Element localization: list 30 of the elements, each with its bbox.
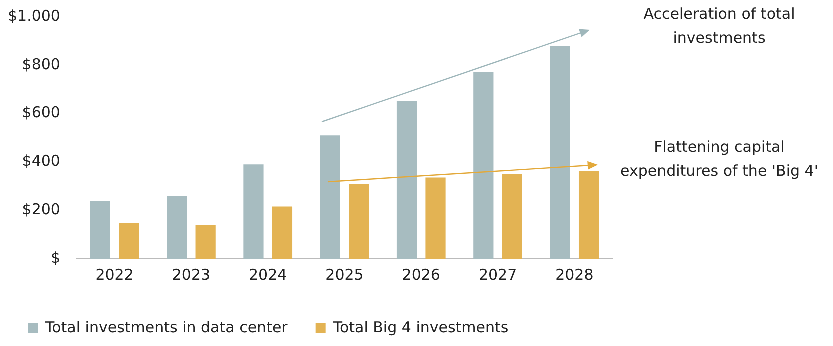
bar	[90, 201, 110, 259]
y-tick-label: $1.000	[8, 6, 60, 25]
x-tick-label: 2026	[402, 266, 440, 284]
bar	[396, 101, 418, 259]
bar	[167, 196, 188, 259]
bar	[320, 136, 340, 259]
bar	[502, 174, 522, 259]
bar	[119, 223, 140, 259]
legend-label: Total Big 4 investments	[332, 318, 509, 336]
y-tick-label: $400	[22, 152, 60, 170]
bar	[550, 46, 570, 259]
text: Flattening capital expenditures of the 'Big 4'	[620, 137, 820, 182]
bar	[272, 206, 293, 259]
x-tick-label: 2028	[556, 266, 594, 284]
x-tick-label: 2024	[249, 266, 288, 284]
y-tick-label: $	[50, 248, 60, 267]
bar	[244, 164, 264, 259]
bar	[426, 178, 446, 259]
x-tick-label: 2022	[96, 266, 134, 284]
bar	[196, 225, 216, 259]
legend-label: Total investments in data center	[44, 318, 289, 336]
x-tick-label: 2025	[326, 266, 364, 284]
text: Acceleration of total investments	[642, 4, 796, 49]
x-tick-label: 2027	[478, 266, 518, 284]
bar	[349, 184, 370, 259]
x-tick-label: 2023	[172, 266, 211, 284]
bar	[474, 72, 494, 259]
y-tick-label: $600	[22, 104, 60, 122]
y-tick-label: $200	[22, 200, 60, 218]
y-tick-label: $800	[22, 55, 60, 74]
